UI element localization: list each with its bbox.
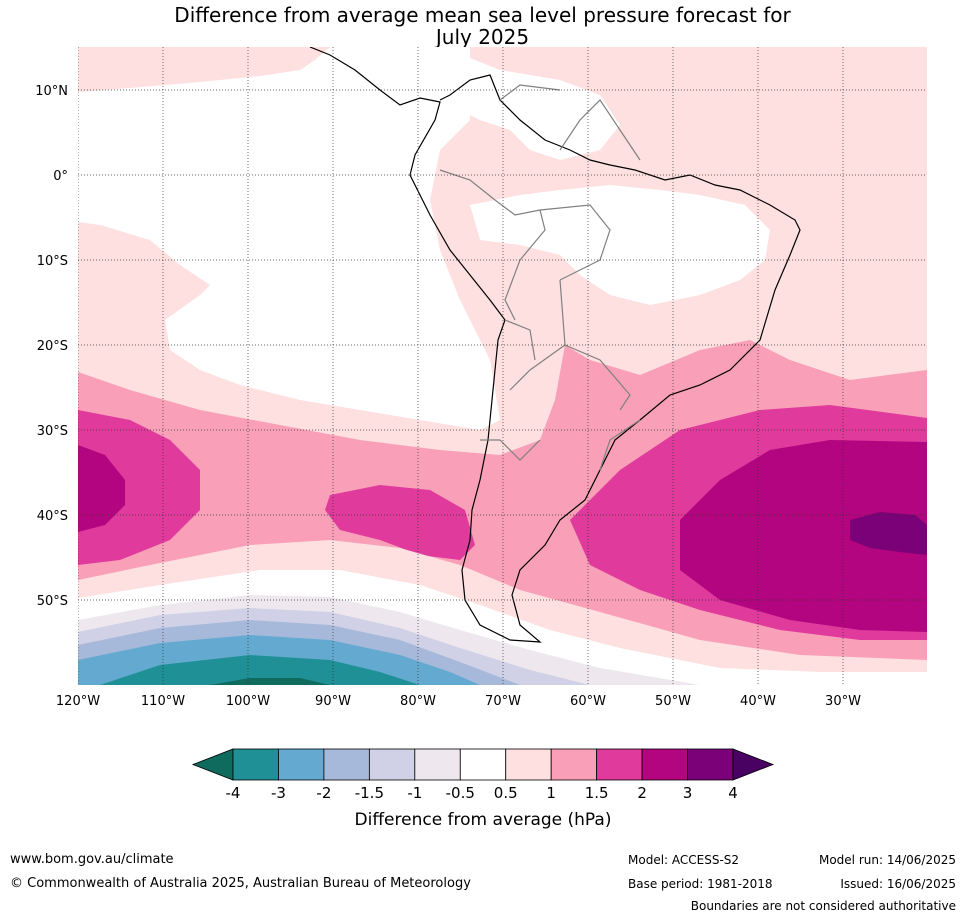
model-run-text: Model run: 14/06/2025 xyxy=(818,853,956,867)
colorbar-tick-label: -0.5 xyxy=(446,784,475,802)
lat-label: 40°S xyxy=(37,509,68,524)
anomaly-region-1.5-2-south xyxy=(325,485,475,560)
anomaly-region-1.5-2 xyxy=(78,410,200,565)
country-borders xyxy=(439,84,641,471)
lon-label: 40°W xyxy=(740,694,776,709)
anomaly-region-neutral-amazon xyxy=(470,185,770,305)
colorbar-swatch xyxy=(687,748,734,781)
colorbar-extend-low xyxy=(191,748,234,781)
lon-label: 60°W xyxy=(570,694,606,709)
base-period-text: Base period: 1981-2018 xyxy=(628,877,773,891)
latitude-labels: 10°N 0° 10°S 20°S 30°S 40°S 50°S xyxy=(35,84,68,609)
colorbar-extend-high xyxy=(732,748,775,781)
lat-label: 10°N xyxy=(35,84,68,99)
colorbar-swatch xyxy=(459,748,507,781)
anomaly-region-neg3 xyxy=(100,655,420,685)
issued-text: Issued: 16/06/2025 xyxy=(840,877,956,891)
lat-label: 30°S xyxy=(37,424,68,439)
anomaly-region-neg4 xyxy=(210,678,330,685)
colorbar-swatch xyxy=(278,748,325,781)
colorbar-swatch xyxy=(596,748,643,781)
lon-label: 50°W xyxy=(655,694,691,709)
website-text: www.bom.gov.au/climate xyxy=(10,852,174,867)
colorbar-tick-label: 2 xyxy=(637,784,647,802)
lon-label: 100°W xyxy=(226,694,270,709)
graticule xyxy=(78,47,927,685)
colorbar-swatch xyxy=(368,748,416,781)
lon-label: 30°W xyxy=(825,694,861,709)
anomaly-region-neutral-caribbean xyxy=(440,58,620,160)
colorbar-tick-label: 1 xyxy=(546,784,556,802)
colorbar-tick-labels: -4 -3 -2 -1.5 -1 -0.5 0.5 1 1.5 2 3 4 xyxy=(226,784,738,802)
disclaimer-text: Boundaries are not considered authoritat… xyxy=(690,899,956,913)
colorbar xyxy=(191,748,775,781)
colorbar-tick-label: -1.5 xyxy=(355,784,384,802)
anomaly-region-3-4 xyxy=(850,512,927,555)
title-line-2: July 2025 xyxy=(435,25,530,49)
colorbar-swatch xyxy=(232,748,279,781)
colorbar-tick-label: 3 xyxy=(683,784,693,802)
model-text: Model: ACCESS-S2 xyxy=(628,853,740,867)
colorbar-tick-label: 4 xyxy=(728,784,738,802)
colorbar-tick-label: -3 xyxy=(271,784,286,802)
colorbar-swatch xyxy=(641,748,688,781)
map-panel xyxy=(78,47,927,685)
lat-label: 20°S xyxy=(37,339,68,354)
anomaly-region-2-3-atlantic xyxy=(680,440,927,632)
lat-label: 50°S xyxy=(37,594,68,609)
lon-label: 90°W xyxy=(315,694,351,709)
colorbar-tick-label: 1.5 xyxy=(585,784,609,802)
colorbar-tick-label: -1 xyxy=(407,784,422,802)
lon-label: 70°W xyxy=(485,694,521,709)
lon-label: 80°W xyxy=(400,694,436,709)
lat-label: 10°S xyxy=(37,254,68,269)
title-line-1: Difference from average mean sea level p… xyxy=(174,3,791,27)
colorbar-swatch xyxy=(550,748,598,781)
map-title: Difference from average mean sea level p… xyxy=(0,4,965,48)
colorbar-tick-label: 0.5 xyxy=(494,784,518,802)
colorbar-swatch xyxy=(505,748,552,781)
colorbar-tick-label: -4 xyxy=(226,784,241,802)
anomaly-region-neutral-pacific xyxy=(78,47,500,430)
anomaly-region-2-3-pacific xyxy=(78,445,125,532)
copyright-text: © Commonwealth of Australia 2025, Austra… xyxy=(10,876,471,891)
colorbar-swatch xyxy=(414,748,461,781)
colorbar-tick-label: -2 xyxy=(316,784,331,802)
longitude-labels: 120°W 110°W 100°W 90°W 80°W 70°W 60°W 50… xyxy=(56,694,861,709)
lat-label: 0° xyxy=(53,169,68,184)
colorbar-label: Difference from average (hPa) xyxy=(355,810,612,830)
lon-label: 120°W xyxy=(56,694,100,709)
colorbar-swatch xyxy=(323,748,370,781)
lon-label: 110°W xyxy=(141,694,185,709)
coastline-south-america xyxy=(309,47,801,643)
